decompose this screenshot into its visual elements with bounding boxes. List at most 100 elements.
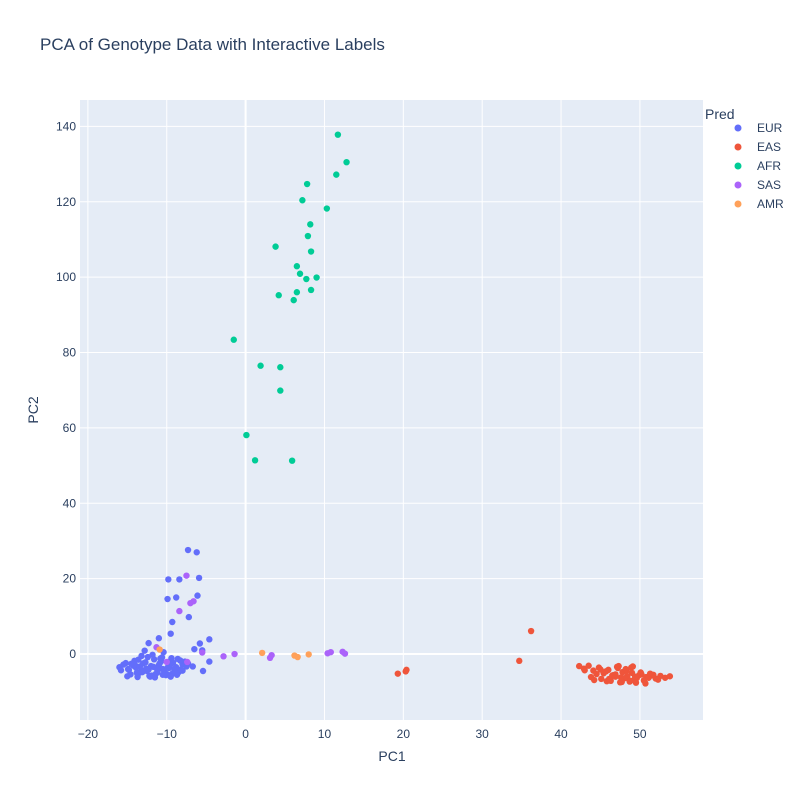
point-eur[interactable]: EUR (-12.3, 2.9) <box>145 639 152 647</box>
point-eur[interactable]: EUR (-7.2, 9.8) <box>185 613 193 621</box>
point-sas[interactable]: SAS (12.6, 0.1) <box>341 650 349 657</box>
point-eur[interactable]: EUR (-5.9, 20.2) <box>195 574 203 582</box>
point-eas[interactable]: EAS (20.3, -4.6) <box>402 668 409 675</box>
plot-area[interactable] <box>80 100 703 720</box>
point-eur[interactable]: EUR (-10.6, -0.9) <box>158 654 166 661</box>
point-eur[interactable]: EUR (-9.3, 8.5) <box>169 618 176 626</box>
point-afr[interactable]: AFR (4.2, 95.2) <box>275 292 282 299</box>
point-afr[interactable]: AFR (6.1, 93.9) <box>290 296 297 304</box>
point-eur[interactable]: EUR (-13.4, -3.3) <box>136 663 144 670</box>
point-eas[interactable]: EAS (48.8, -7.1) <box>627 677 634 685</box>
point-eur[interactable]: EUR (-9.8, 19.8) <box>165 576 172 583</box>
point-eur[interactable]: EUR (-9.9, -3.6) <box>164 664 171 671</box>
point-eur[interactable]: EUR (-8.4, 19.8) <box>176 576 183 583</box>
point-amr[interactable]: AMR (6.6, -0.8) <box>294 653 301 661</box>
point-eur[interactable]: EUR (-12.8, 0.9) <box>141 647 148 654</box>
point-afr[interactable]: AFR (11.5, 127.2) <box>333 171 340 178</box>
point-eur[interactable]: EUR (-12.7, -2.2) <box>142 659 149 666</box>
point-afr[interactable]: AFR (-1.5, 83.4) <box>230 336 237 343</box>
point-eas[interactable]: EAS (45.7, -4.6) <box>602 668 610 675</box>
point-eur[interactable]: EUR (-13.2, -0.5) <box>138 652 145 660</box>
point-afr[interactable]: AFR (8.3, 96.6) <box>307 286 315 294</box>
legend-item-sas[interactable]: SAS <box>734 178 782 192</box>
point-eur[interactable]: EUR (-15.2, -2.4) <box>122 659 129 667</box>
point-eur[interactable]: EUR (-4.6, 3.9) <box>206 636 213 643</box>
point-amr[interactable]: AMR (-10.9, 1.2) <box>156 646 163 653</box>
point-sas[interactable]: SAS (-1.4, 0) <box>231 650 238 658</box>
point-sas[interactable]: SAS (-7, 13.5) <box>187 599 194 607</box>
point-eas[interactable]: EAS (53.8, -5.9) <box>666 673 674 680</box>
point-afr[interactable]: AFR (0.1, 58.1) <box>243 431 250 439</box>
point-amr[interactable]: AMR (2.1, 0.3) <box>258 649 266 657</box>
point-eur[interactable]: EUR (-6.1, 15.5) <box>194 592 201 599</box>
point-eur[interactable]: EUR (-8, -4.4) <box>179 667 186 674</box>
point-afr[interactable]: AFR (10.3, 118.2) <box>323 205 331 212</box>
point-afr[interactable]: AFR (7.7, 99.5) <box>303 275 310 283</box>
point-eur[interactable]: EUR (-4.6, -2) <box>206 658 213 665</box>
point-eur[interactable]: EUR (-5.4, -4.5) <box>199 667 207 675</box>
point-sas[interactable]: SAS (3.1, -1) <box>266 654 274 662</box>
point-eas[interactable]: EAS (36.2, 6.1) <box>527 627 535 635</box>
point-eas[interactable]: EAS (43, -4.3) <box>581 667 588 674</box>
point-afr[interactable]: AFR (6.9, 100.9) <box>296 270 304 277</box>
point-eur[interactable]: EUR (-11.8, -0.2) <box>149 651 156 658</box>
point-eas[interactable]: EAS (46.9, -5.4) <box>612 671 619 678</box>
point-eur[interactable]: EUR (-8.8, 15) <box>173 594 180 601</box>
point-eur[interactable]: EUR (-13.1, -4.8) <box>139 668 146 676</box>
point-afr[interactable]: AFR (8.3, 106.8) <box>307 248 315 255</box>
point-eur[interactable]: EUR (-5.8, 2.8) <box>196 640 204 647</box>
point-eas[interactable]: EAS (44.2, -6.9) <box>590 676 598 684</box>
point-afr[interactable]: AFR (1.2, 51.4) <box>251 457 259 464</box>
point-eas[interactable]: EAS (49.4, -6) <box>631 673 639 680</box>
point-eas[interactable]: EAS (50.7, -7.8) <box>642 680 649 687</box>
point-eas[interactable]: EAS (46.1, -6.6) <box>605 675 613 683</box>
point-eas[interactable]: EAS (43.5, -3.1) <box>585 662 592 669</box>
point-eas[interactable]: EAS (19.3, -5.2) <box>394 670 402 677</box>
point-eur[interactable]: EUR (-9.9, 14.6) <box>164 595 171 603</box>
point-eas[interactable]: EAS (47.3, -3.2) <box>615 662 622 670</box>
legend-item-amr[interactable]: AMR <box>734 197 785 211</box>
point-afr[interactable]: AFR (7.8, 124.7) <box>303 180 311 188</box>
point-eur[interactable]: EUR (-7.3, 27.6) <box>184 546 192 554</box>
point-sas[interactable]: SAS (-7.4, -2.1) <box>184 658 191 666</box>
point-afr[interactable]: AFR (9, 99.9) <box>313 274 320 281</box>
point-afr[interactable]: AFR (4.4, 76.1) <box>277 364 284 371</box>
point-eur[interactable]: EUR (-8.6, -1.3) <box>174 655 181 663</box>
point-eur[interactable]: EUR (-11.5, -6.2) <box>151 674 159 681</box>
point-eur[interactable]: EUR (-6.7, -3.3) <box>189 663 196 670</box>
point-eas[interactable]: EAS (44.5, -5.3) <box>593 670 600 678</box>
point-sas[interactable]: SAS (-8.4, 11.4) <box>176 607 183 615</box>
point-afr[interactable]: AFR (5.9, 51.3) <box>288 457 296 464</box>
point-eas[interactable]: EAS (45.1, -6.6) <box>598 675 605 683</box>
legend-item-eur[interactable]: EUR <box>734 121 783 135</box>
point-sas[interactable]: SAS (-2.8, -0.6) <box>220 653 227 660</box>
point-afr[interactable]: AFR (7.9, 110.9) <box>304 232 312 240</box>
point-eas[interactable]: EAS (52.3, -6.8) <box>654 676 662 683</box>
point-eas[interactable]: EAS (47.6, -6.2) <box>617 674 625 681</box>
point-eur[interactable]: EUR (-11, 4.2) <box>155 635 163 642</box>
point-eur[interactable]: EUR (-13.7, -6.1) <box>134 673 141 681</box>
point-eur[interactable]: EUR (-6.2, 27) <box>193 549 200 556</box>
point-eur[interactable]: EUR (-10.9, -2.5) <box>156 660 163 667</box>
point-eur[interactable]: EUR (-15.8, -4.3) <box>117 667 125 674</box>
point-afr[interactable]: AFR (3.8, 108.1) <box>272 243 279 250</box>
point-eas[interactable]: EAS (42.3, -3.2) <box>575 662 583 670</box>
point-afr[interactable]: AFR (1.9, 76.5) <box>257 362 264 369</box>
point-sas[interactable]: SAS (10.8, 0.5) <box>327 648 334 656</box>
point-afr[interactable]: AFR (4.4, 69.9) <box>277 387 284 394</box>
point-afr[interactable]: AFR (6.5, 102.9) <box>293 263 301 270</box>
point-eur[interactable]: EUR (-10.5, -5.5) <box>159 671 167 678</box>
legend-item-afr[interactable]: AFR <box>734 159 782 173</box>
point-eur[interactable]: EUR (-9.5, 5.4) <box>167 630 174 637</box>
point-eur[interactable]: EUR (-14.9, -4) <box>124 665 132 673</box>
point-afr[interactable]: AFR (7.2, 120.4) <box>299 197 306 204</box>
legend-item-eas[interactable]: EAS <box>734 140 782 154</box>
point-eas[interactable]: EAS (45, -4.1) <box>597 666 604 673</box>
point-eas[interactable]: EAS (49.5, -7.6) <box>632 679 640 686</box>
point-eur[interactable]: EUR (-14.1, -1.8) <box>131 657 138 665</box>
point-eur[interactable]: EUR (-9.4, -1.1) <box>168 654 175 662</box>
point-eur[interactable]: EUR (-8.8, -3.5) <box>173 664 180 671</box>
point-sas[interactable]: SAS (-5.5, 0.4) <box>199 649 206 656</box>
point-sas[interactable]: SAS (-7.5, 20.8) <box>183 572 190 579</box>
point-afr[interactable]: AFR (11.7, 137.8) <box>334 131 342 138</box>
